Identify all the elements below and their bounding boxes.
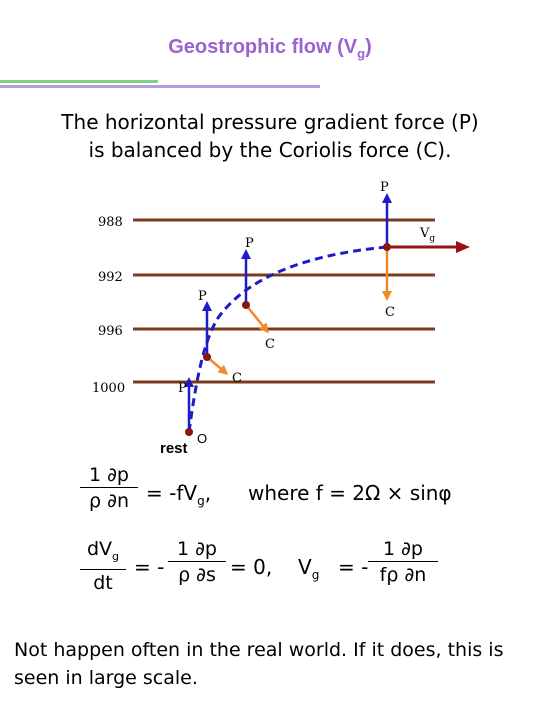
equation-2: dVg dt = - 1 ∂p ρ ∂s = 0, Vg = - 1 ∂p fρ… xyxy=(80,537,540,601)
velocity-label-main: V xyxy=(419,226,430,241)
eq3-fraction-bar xyxy=(368,561,438,562)
eq1-rhs: = -fVg, xyxy=(146,481,211,508)
pressure-label-2: P xyxy=(198,289,207,304)
eq1-numerator: 1 ∂p xyxy=(88,464,129,486)
statement: The horizontal pressure gradient force (… xyxy=(0,108,540,164)
coriolis-arrow-3 xyxy=(245,304,269,334)
eq2-zero: = 0, xyxy=(230,555,273,579)
eq3-mid: = - xyxy=(338,555,369,579)
eq3-denominator: fρ ∂n xyxy=(379,564,427,586)
coriolis-label-3: C xyxy=(265,337,275,352)
parcel-dot-2 xyxy=(203,353,211,361)
eq2-inner-fraction: 1 ∂p ρ ∂s xyxy=(168,537,226,588)
eq2-numerator: dVg xyxy=(80,537,126,569)
title-main: Geostrophic flow (V xyxy=(168,36,358,58)
coriolis-arrow-2 xyxy=(206,356,229,375)
eq3-numerator: 1 ∂p xyxy=(382,538,423,560)
title-subscript: g xyxy=(357,46,366,61)
eq1-comma: , xyxy=(204,481,212,505)
coriolis-label-2: C xyxy=(232,371,242,386)
eq1-rhs-sub: g xyxy=(197,494,205,508)
parcel-dot-rest xyxy=(185,428,193,436)
isobar-label-992: 992 xyxy=(98,270,123,285)
geostrophic-diagram: 988 992 996 1000 P P P P C C C Vg rest O xyxy=(92,180,470,457)
eq2-numerator-sub: g xyxy=(112,549,120,563)
rest-label: rest xyxy=(160,440,188,457)
eq2-mid: = - xyxy=(134,555,165,579)
isobar-label-1000: 1000 xyxy=(92,381,125,396)
equation-1: 1 ∂p ρ ∂n = -fVg, where f = 2Ω × sinφ xyxy=(80,463,540,523)
eq2-fraction-bar xyxy=(80,568,126,570)
note-text: Not happen often in the real world. If i… xyxy=(14,639,504,689)
eq3-lhs-main: V xyxy=(298,555,312,579)
origin-label: O xyxy=(197,431,207,446)
statement-line-2: is balanced by the Coriolis force (C). xyxy=(88,138,452,162)
title-rule-green xyxy=(0,80,158,83)
eq1-where: where f = 2Ω × sinφ xyxy=(248,481,452,505)
pressure-label-1: P xyxy=(178,381,187,396)
isobar-label-996: 996 xyxy=(98,324,123,339)
eq1-fraction-bar xyxy=(80,487,138,488)
eq3-lhs: Vg xyxy=(298,555,319,582)
eq2-inner-denominator: ρ ∂s xyxy=(178,564,216,586)
trajectory-path xyxy=(187,245,388,433)
eq2-inner-fraction-bar xyxy=(168,561,226,562)
eq1-denominator: ρ ∂n xyxy=(89,490,129,512)
eq1-rhs-main: = -fV xyxy=(146,481,198,505)
eq2-denominator: dt xyxy=(93,571,113,594)
coriolis-label-4: C xyxy=(385,305,395,320)
parcel-dot-3 xyxy=(242,301,250,309)
parcel-dot-4 xyxy=(383,243,391,251)
isobar-label-988: 988 xyxy=(98,215,123,230)
slide-title: Geostrophic flow (Vg) xyxy=(0,36,540,61)
velocity-label-sub: g xyxy=(429,234,435,244)
eq3-fraction: 1 ∂p fρ ∂n xyxy=(368,537,438,588)
eq2-fraction: dVg dt xyxy=(80,537,126,596)
velocity-label: Vg xyxy=(419,226,435,244)
title-rule-purple xyxy=(0,85,320,88)
pressure-label-3: P xyxy=(245,236,254,251)
eq3-lhs-sub: g xyxy=(311,568,320,582)
title-close: ) xyxy=(365,36,372,58)
statement-line-1: The horizontal pressure gradient force (… xyxy=(61,110,479,134)
eq2-numerator-main: dV xyxy=(86,538,113,560)
eq2-inner-numerator: 1 ∂p xyxy=(176,538,217,560)
pressure-label-4: P xyxy=(380,180,389,195)
eq1-fraction: 1 ∂p ρ ∂n xyxy=(80,463,138,514)
